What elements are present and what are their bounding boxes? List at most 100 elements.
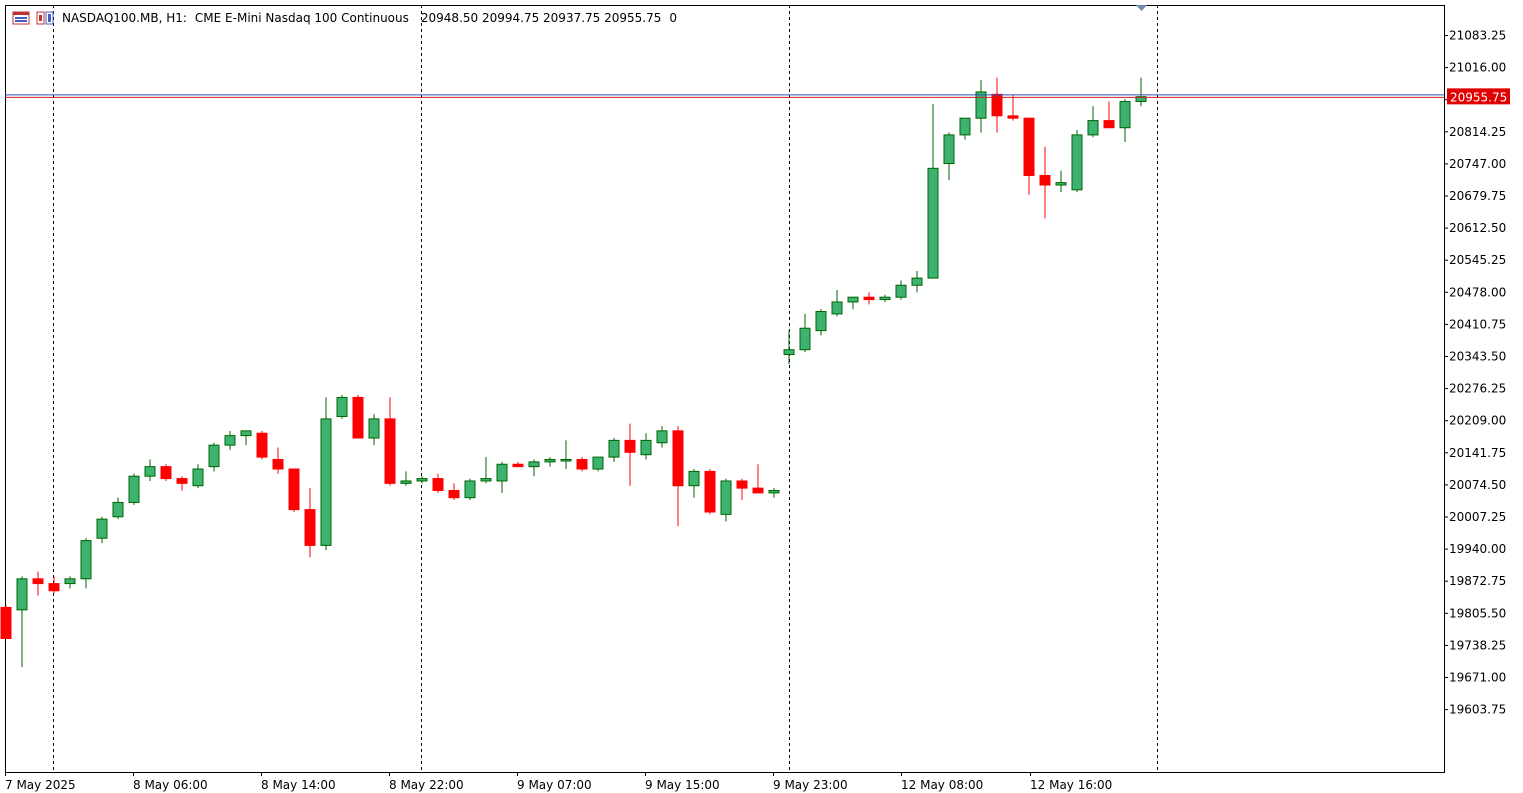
bull-candle[interactable] bbox=[911, 277, 923, 286]
bull-candle[interactable] bbox=[720, 480, 732, 515]
x-tick-label: 9 May 15:00 bbox=[645, 778, 720, 792]
y-tick-label: 20141.75 bbox=[1449, 446, 1506, 460]
bull-candle[interactable] bbox=[1087, 120, 1099, 136]
bull-candle[interactable] bbox=[895, 284, 907, 298]
y-tick-label: 21016.00 bbox=[1449, 61, 1506, 75]
bear-candle[interactable] bbox=[288, 468, 300, 511]
bull-candle[interactable] bbox=[464, 480, 476, 499]
ohlc-values: 20948.50 20994.75 20937.75 20955.75 bbox=[420, 11, 662, 25]
bear-candle[interactable] bbox=[272, 458, 284, 470]
bear-candle[interactable] bbox=[160, 466, 172, 480]
y-tick-label: 20007.25 bbox=[1449, 510, 1506, 524]
y-tick-label: 19940.00 bbox=[1449, 542, 1506, 556]
bull-candle[interactable] bbox=[975, 91, 987, 119]
bull-candle[interactable] bbox=[799, 327, 811, 351]
bull-candle[interactable] bbox=[783, 349, 795, 355]
bull-candle[interactable] bbox=[320, 418, 332, 546]
x-tick-label: 8 May 22:00 bbox=[389, 778, 464, 792]
bear-candle[interactable] bbox=[384, 418, 396, 484]
bull-candle[interactable] bbox=[847, 296, 859, 303]
current-price-label: 20955.75 bbox=[1450, 90, 1507, 104]
bull-candle[interactable] bbox=[496, 463, 508, 482]
bear-candle[interactable] bbox=[352, 396, 364, 439]
bear-candle[interactable] bbox=[48, 583, 60, 592]
bull-candle[interactable] bbox=[64, 578, 76, 585]
y-tick-label: 19738.25 bbox=[1449, 638, 1506, 652]
bull-candle[interactable] bbox=[400, 480, 412, 484]
bear-candle[interactable] bbox=[448, 490, 460, 499]
bull-candle[interactable] bbox=[112, 501, 124, 518]
chart-header: NASDAQ100.MB, H1: CME E-Mini Nasdaq 100 … bbox=[12, 10, 677, 26]
bear-candle[interactable] bbox=[1007, 115, 1019, 119]
bear-candle[interactable] bbox=[991, 93, 1003, 117]
y-tick-label: 19805.50 bbox=[1449, 606, 1506, 620]
bear-candle[interactable] bbox=[704, 470, 716, 513]
bull-candle[interactable] bbox=[943, 134, 955, 165]
bear-candle[interactable] bbox=[1103, 120, 1115, 129]
bull-candle[interactable] bbox=[815, 311, 827, 332]
bear-candle[interactable] bbox=[672, 430, 684, 487]
bear-candle[interactable] bbox=[1023, 117, 1035, 176]
bull-candle[interactable] bbox=[1055, 182, 1067, 186]
bull-candle[interactable] bbox=[336, 396, 348, 418]
bull-candle[interactable] bbox=[768, 490, 780, 494]
chart-window-icon[interactable] bbox=[12, 11, 30, 25]
bull-candle[interactable] bbox=[96, 518, 108, 539]
bear-candle[interactable] bbox=[432, 478, 444, 492]
one-click-trading-icon[interactable] bbox=[36, 11, 54, 25]
bear-candle[interactable] bbox=[1039, 174, 1051, 186]
bull-candle[interactable] bbox=[416, 478, 428, 482]
bull-candle[interactable] bbox=[1071, 134, 1083, 191]
bear-candle[interactable] bbox=[0, 606, 12, 639]
bull-candle[interactable] bbox=[224, 435, 236, 446]
chart-shift-marker[interactable] bbox=[1136, 5, 1147, 11]
bear-candle[interactable] bbox=[304, 509, 316, 546]
y-tick-label: 19603.75 bbox=[1449, 703, 1506, 717]
bull-candle[interactable] bbox=[640, 439, 652, 456]
y-tick-label: 20074.50 bbox=[1449, 478, 1506, 492]
bear-candle[interactable] bbox=[752, 487, 764, 494]
bull-candle[interactable] bbox=[560, 458, 572, 462]
bull-candle[interactable] bbox=[192, 468, 204, 487]
bull-candle[interactable] bbox=[608, 439, 620, 458]
bear-candle[interactable] bbox=[256, 432, 268, 458]
bull-candle[interactable] bbox=[80, 540, 92, 580]
bear-candle[interactable] bbox=[576, 458, 588, 470]
bear-candle[interactable] bbox=[863, 296, 875, 301]
x-tick-label: 12 May 16:00 bbox=[1030, 778, 1112, 792]
y-tick-label: 20612.50 bbox=[1449, 221, 1506, 235]
y-tick-label: 20814.25 bbox=[1449, 125, 1506, 139]
bull-candle[interactable] bbox=[656, 430, 668, 444]
x-tick-label: 9 May 23:00 bbox=[773, 778, 848, 792]
symbol-description: CME E-Mini Nasdaq 100 Continuous bbox=[194, 11, 409, 25]
bull-candle[interactable] bbox=[368, 418, 380, 439]
bull-candle[interactable] bbox=[480, 478, 492, 482]
bull-candle[interactable] bbox=[1119, 100, 1131, 129]
bull-candle[interactable] bbox=[16, 578, 28, 611]
bull-candle[interactable] bbox=[879, 296, 891, 301]
bull-candle[interactable] bbox=[240, 430, 252, 437]
bull-candle[interactable] bbox=[144, 466, 156, 477]
y-tick-label: 19671.00 bbox=[1449, 671, 1506, 685]
bull-candle[interactable] bbox=[592, 456, 604, 470]
bear-candle[interactable] bbox=[624, 439, 636, 453]
bull-candle[interactable] bbox=[528, 461, 540, 468]
bear-candle[interactable] bbox=[32, 578, 44, 585]
bull-candle[interactable] bbox=[208, 444, 220, 468]
bull-candle[interactable] bbox=[544, 458, 556, 463]
bear-candle[interactable] bbox=[512, 463, 524, 468]
y-tick-label: 21083.25 bbox=[1449, 29, 1506, 43]
y-tick-label: 20478.00 bbox=[1449, 285, 1506, 299]
bear-candle[interactable] bbox=[176, 478, 188, 484]
y-tick-label: 20679.75 bbox=[1449, 189, 1506, 203]
bull-candle[interactable] bbox=[959, 117, 971, 136]
x-tick-label: 9 May 07:00 bbox=[517, 778, 592, 792]
bull-candle[interactable] bbox=[688, 470, 700, 487]
bull-candle[interactable] bbox=[128, 475, 140, 503]
bull-candle[interactable] bbox=[1135, 96, 1147, 102]
bull-candle[interactable] bbox=[927, 167, 939, 279]
x-tick-label: 12 May 08:00 bbox=[901, 778, 983, 792]
bear-candle[interactable] bbox=[736, 480, 748, 489]
bull-candle[interactable] bbox=[831, 301, 843, 315]
